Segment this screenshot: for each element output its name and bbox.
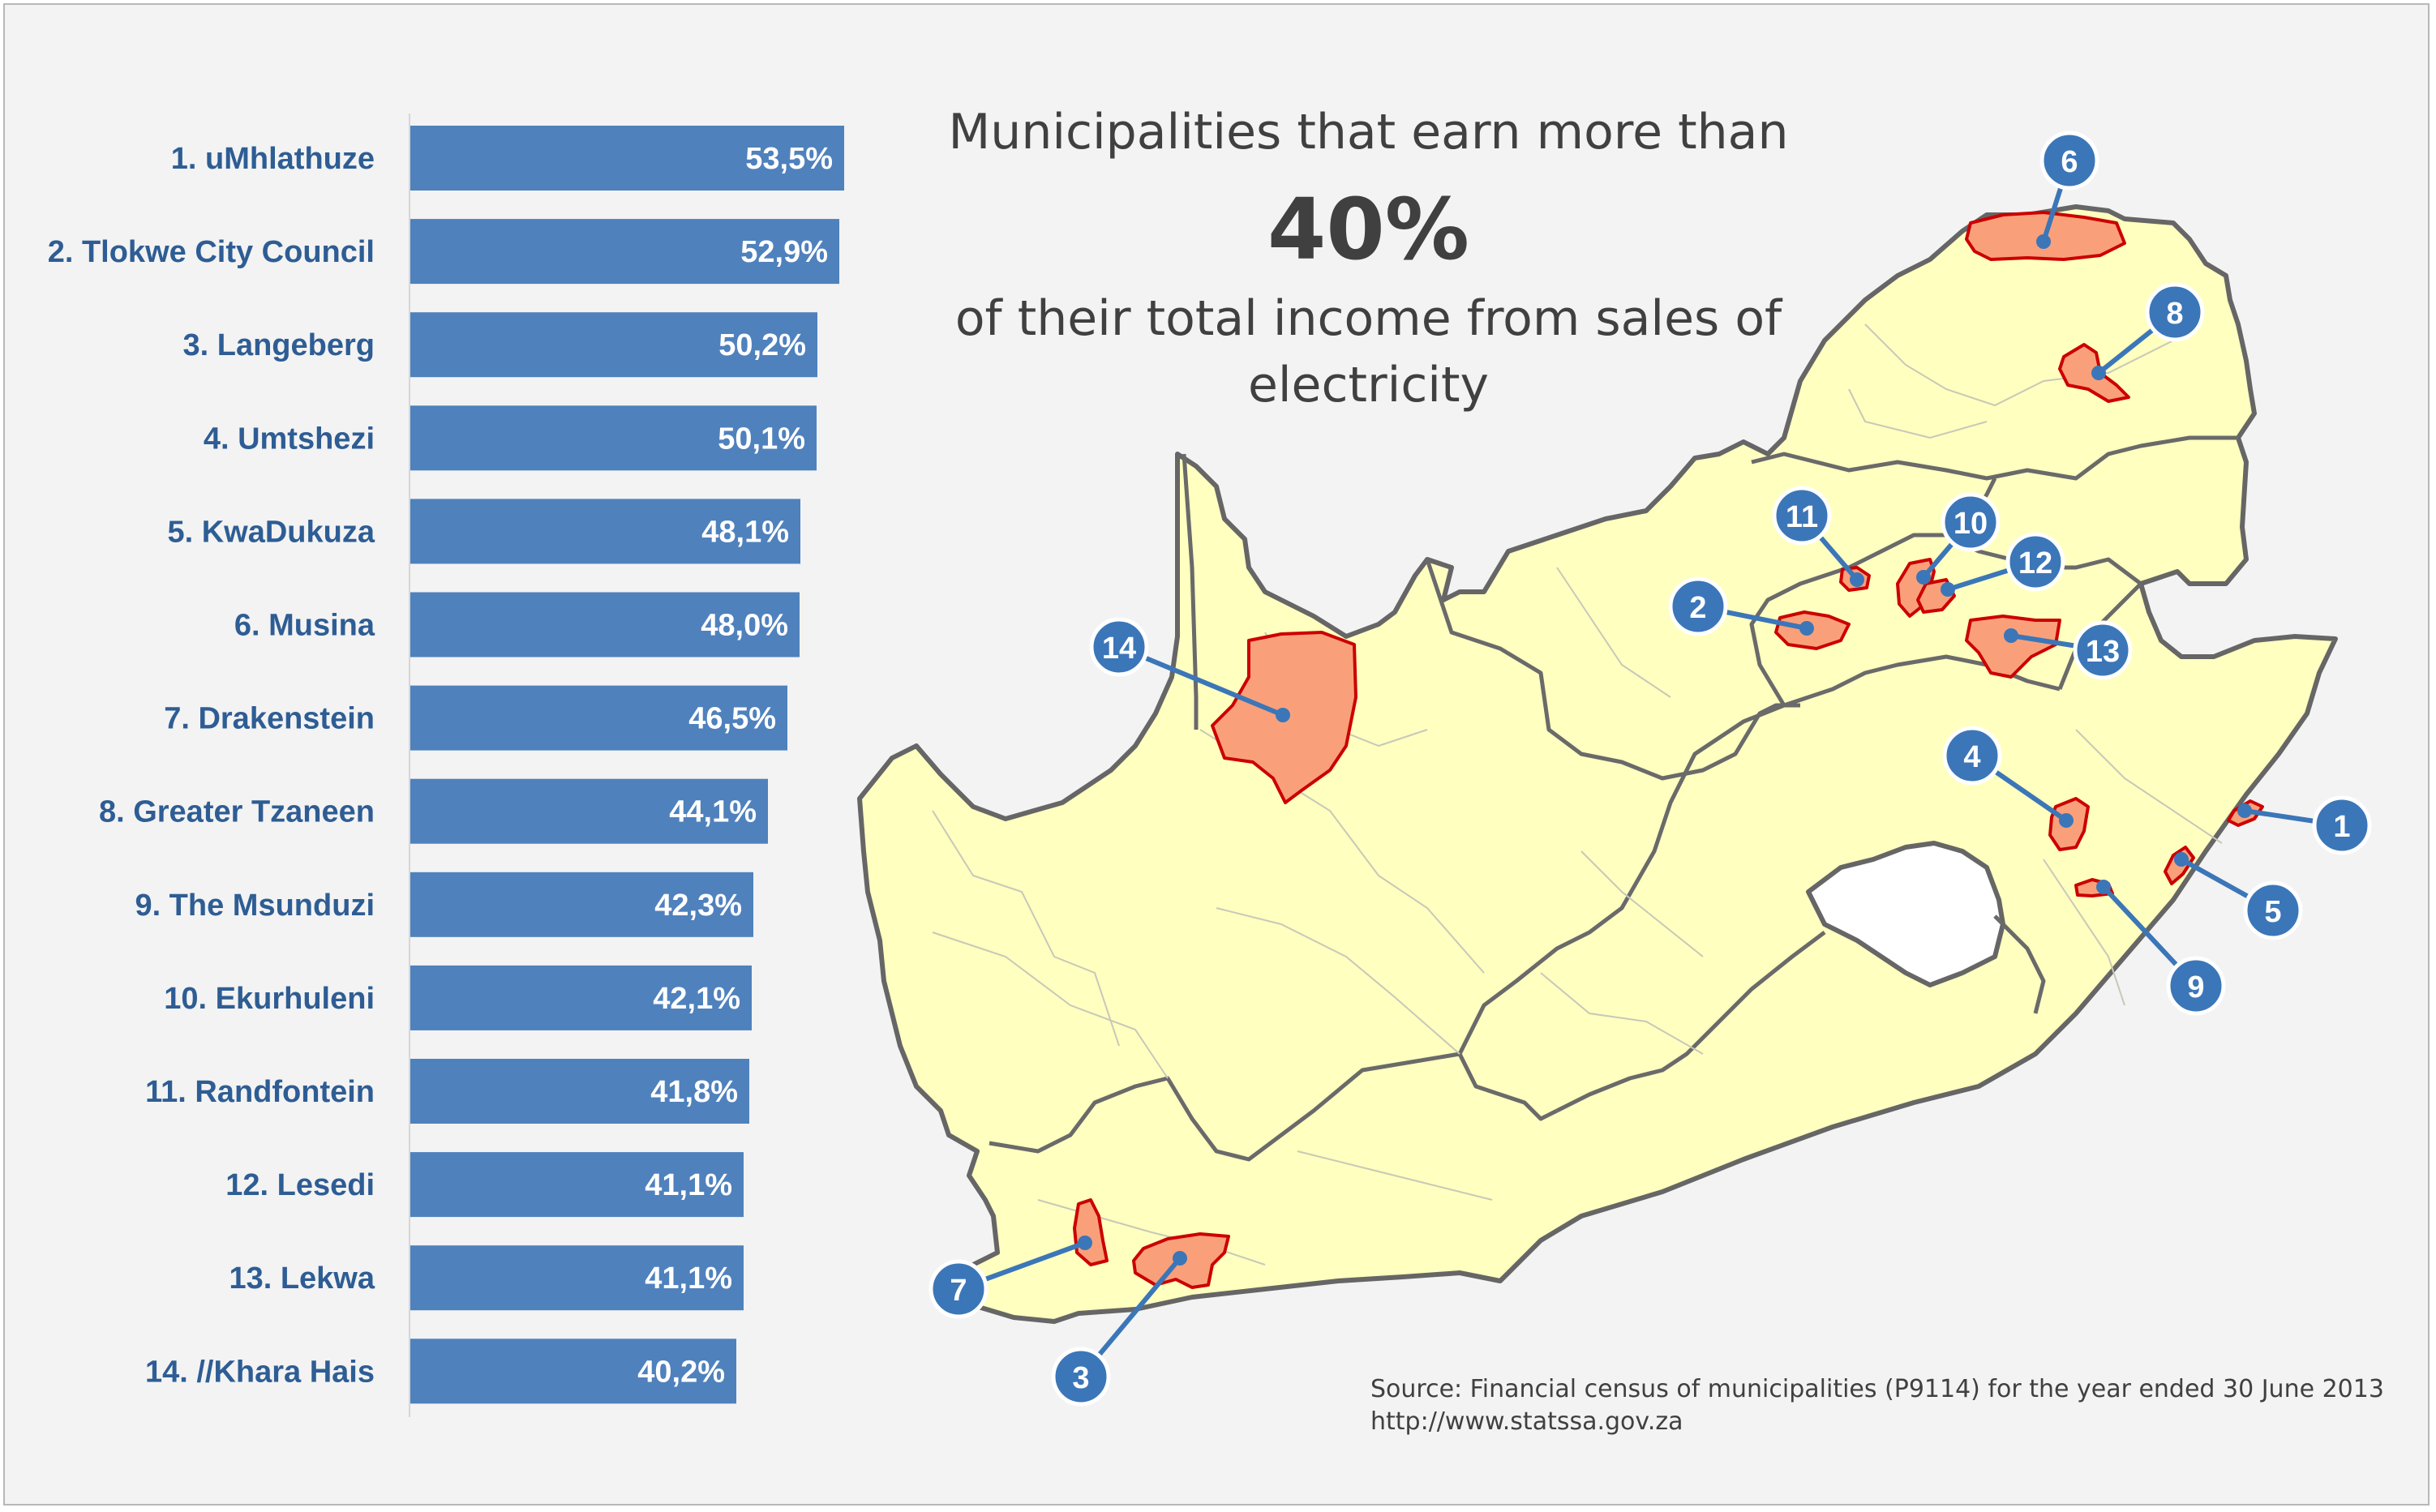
callout-dot-5 <box>2174 852 2189 867</box>
callout-number-6: 6 <box>2061 145 2078 179</box>
category-label-3: 3. Langeberg <box>183 328 375 362</box>
callout-dot-9 <box>2096 880 2111 894</box>
callout-circle-14 <box>1089 617 1149 677</box>
callout-dot-3 <box>1173 1251 1187 1266</box>
category-label-1: 1. uMhlathuze <box>171 142 375 176</box>
value-label-7: 46,5% <box>688 702 776 736</box>
callout-dot-6 <box>2036 234 2051 249</box>
value-label-13: 41,1% <box>645 1261 732 1296</box>
callout-dot-13 <box>2004 628 2018 643</box>
value-label-10: 42,1% <box>653 982 740 1016</box>
bar-13 <box>410 1245 744 1311</box>
bar-2 <box>410 219 839 285</box>
title-line-3: electricity <box>1247 357 1490 413</box>
value-label-5: 48,1% <box>701 515 789 549</box>
category-label-11: 11. Randfontein <box>145 1075 375 1109</box>
callout-dot-2 <box>1799 621 1814 636</box>
value-label-4: 50,1% <box>718 422 805 456</box>
bar-8 <box>410 778 768 844</box>
callout-number-4: 4 <box>1963 740 1980 774</box>
callout-circle-9 <box>2166 956 2226 1016</box>
callout-number-10: 10 <box>1954 507 1988 541</box>
callout-circle-6 <box>2039 131 2099 191</box>
category-label-10: 10. Ekurhuleni <box>164 982 375 1016</box>
callout-circle-10 <box>1941 492 2001 552</box>
category-label-5: 5. KwaDukuza <box>167 515 375 549</box>
category-label-12: 12. Lesedi <box>225 1168 375 1202</box>
bar-14 <box>410 1339 736 1404</box>
callout-circle-5 <box>2243 880 2303 940</box>
callout-dot-11 <box>1850 572 1864 587</box>
category-label-13: 13. Lekwa <box>229 1261 375 1296</box>
callout-circle-3 <box>1051 1347 1111 1407</box>
callout-number-7: 7 <box>950 1274 967 1308</box>
callout-circle-1 <box>2312 795 2372 855</box>
title-percentage: 40% <box>1267 180 1469 279</box>
callout-number-14: 14 <box>1102 632 1136 666</box>
callout-number-9: 9 <box>2187 970 2204 1004</box>
bar-chart: 1. uMhlathuze 53,5% 2. Tlokwe City Council… <box>48 114 844 1417</box>
category-label-9: 9. The Msunduzi <box>135 889 375 923</box>
municipal-boundaries <box>932 323 2223 1266</box>
source-text: Source: Financial census of municipaliti… <box>1370 1375 2384 1403</box>
callout-circle-13 <box>2073 620 2133 680</box>
category-label-2: 2. Tlokwe City Council <box>48 235 375 269</box>
value-label-1: 53,5% <box>745 142 833 176</box>
callout-number-8: 8 <box>2166 297 2183 331</box>
value-label-9: 42,3% <box>654 889 742 923</box>
bar-6 <box>410 592 800 657</box>
category-label-14: 14. //Khara Hais <box>145 1355 375 1389</box>
callout-number-1: 1 <box>2333 810 2350 844</box>
callout-number-3: 3 <box>1072 1361 1089 1395</box>
callout-number-11: 11 <box>1786 500 1818 534</box>
callout-circle-8 <box>2145 282 2205 342</box>
callout-number-5: 5 <box>2264 895 2281 929</box>
value-label-3: 50,2% <box>718 328 806 362</box>
callout-dot-10 <box>1916 570 1931 585</box>
callout-circle-2 <box>1668 576 1728 636</box>
callout-dot-14 <box>1276 708 1290 722</box>
value-label-2: 52,9% <box>740 235 828 269</box>
value-label-14: 40,2% <box>637 1355 725 1389</box>
callout-circle-11 <box>1772 486 1832 546</box>
callout-dot-1 <box>2237 803 2252 818</box>
value-label-11: 41,8% <box>650 1075 738 1109</box>
category-label-6: 6. Musina <box>234 609 375 643</box>
bar-10 <box>410 965 752 1030</box>
bar-3 <box>410 312 817 378</box>
map-land <box>857 204 2338 1324</box>
callout-circle-4 <box>1942 726 2002 786</box>
title-line-1: Municipalities that earn more than <box>948 104 1789 161</box>
callout-number-13: 13 <box>2086 635 2120 669</box>
value-label-6: 48,0% <box>701 609 788 643</box>
category-label-7: 7. Drakenstein <box>164 702 375 736</box>
callout-dot-12 <box>1941 582 1955 597</box>
category-label-8: 8. Greater Tzaneen <box>99 795 375 829</box>
callout-circle-12 <box>2005 532 2065 592</box>
value-label-12: 41,1% <box>645 1168 732 1202</box>
region-13 <box>1965 615 2061 679</box>
callout-dot-7 <box>1078 1236 1092 1250</box>
callout-dot-4 <box>2059 813 2074 828</box>
category-label-4: 4. Umtshezi <box>204 422 375 456</box>
callout-circle-7 <box>929 1259 989 1319</box>
bar-7 <box>410 685 787 751</box>
bar-4 <box>410 405 817 471</box>
title-line-2: of their total income from sales of <box>954 290 1782 347</box>
value-label-8: 44,1% <box>669 795 757 829</box>
source-url: http://www.statssa.gov.za <box>1370 1407 1683 1436</box>
bar-11 <box>410 1059 749 1124</box>
callout-number-12: 12 <box>2018 546 2052 580</box>
bar-12 <box>410 1152 744 1218</box>
callout-dot-8 <box>2091 366 2106 380</box>
bar-9 <box>410 872 753 937</box>
bar-5 <box>410 499 800 564</box>
bar-1 <box>410 126 844 191</box>
province-boundaries <box>989 435 2238 1162</box>
callout-number-2: 2 <box>1689 591 1706 625</box>
